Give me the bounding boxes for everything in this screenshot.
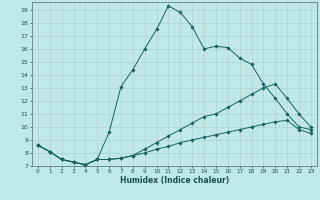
X-axis label: Humidex (Indice chaleur): Humidex (Indice chaleur) (120, 176, 229, 185)
